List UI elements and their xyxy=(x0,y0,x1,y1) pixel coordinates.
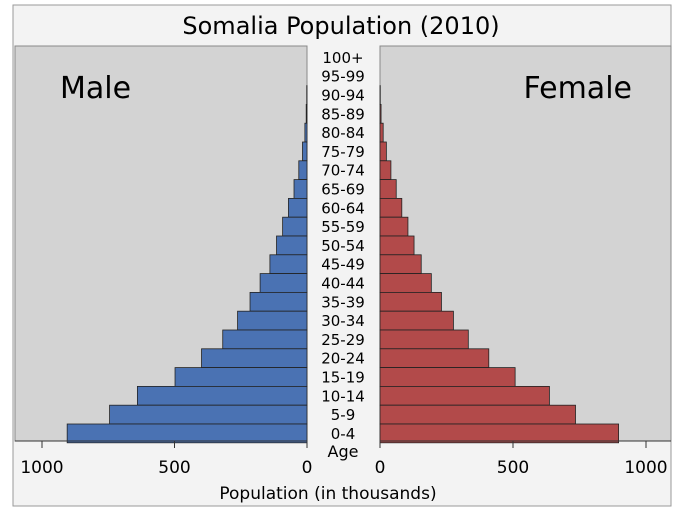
female-bar xyxy=(379,122,384,143)
female-bar xyxy=(379,310,454,331)
male-bar xyxy=(237,310,308,331)
female-bar xyxy=(379,404,576,425)
age-group-label: 50-54 xyxy=(321,237,365,255)
age-group-label: 75-79 xyxy=(321,143,365,161)
male-bar xyxy=(259,273,308,293)
female-bar xyxy=(379,141,387,162)
male-bar xyxy=(302,141,308,162)
age-group-label: 45-49 xyxy=(321,256,365,274)
female-bar xyxy=(379,254,422,275)
female-label: Female xyxy=(524,71,632,106)
age-group-label: 20-24 xyxy=(321,350,365,368)
female-bar xyxy=(379,348,490,368)
male-bar xyxy=(269,254,308,275)
male-bar xyxy=(109,404,308,425)
x-tick-label: 0 xyxy=(302,458,313,478)
age-labels: 100+95-9990-9485-8980-8475-7970-7465-696… xyxy=(321,49,365,443)
age-axis-label: Age xyxy=(328,442,359,461)
age-group-label: 30-34 xyxy=(321,312,365,330)
female-bar xyxy=(379,423,620,444)
female-bar xyxy=(379,104,382,124)
age-group-label: 55-59 xyxy=(321,218,365,236)
age-group-label: 95-99 xyxy=(321,68,365,86)
age-group-label: 100+ xyxy=(322,49,363,67)
female-bars xyxy=(379,85,620,444)
male-bar xyxy=(282,216,308,237)
chart-title: Somalia Population (2010) xyxy=(182,12,499,40)
x-ticks: 1000 500 0 0 500 1000 xyxy=(20,441,668,478)
female-bar xyxy=(379,235,415,256)
male-label: Male xyxy=(60,71,131,106)
female-bar xyxy=(379,216,409,237)
age-group-label: 40-44 xyxy=(321,275,365,293)
female-bar xyxy=(379,367,516,387)
age-group-label: 5-9 xyxy=(331,406,356,424)
male-bar xyxy=(276,235,308,256)
female-bar xyxy=(379,273,432,293)
male-bar xyxy=(304,122,308,143)
female-bar xyxy=(379,179,397,199)
age-group-label: 10-14 xyxy=(321,387,365,405)
age-group-label: 80-84 xyxy=(321,124,365,142)
age-group-label: 60-64 xyxy=(321,199,365,217)
male-bars xyxy=(66,85,308,444)
x-tick-label: 500 xyxy=(158,458,190,478)
male-bar xyxy=(293,179,308,199)
male-bar xyxy=(136,385,308,406)
female-bar xyxy=(379,197,403,218)
age-group-label: 70-74 xyxy=(321,162,365,180)
male-bar xyxy=(305,104,308,124)
male-bar xyxy=(222,329,308,350)
age-group-label: 90-94 xyxy=(321,87,365,105)
age-group-label: 25-29 xyxy=(321,331,365,349)
female-bar xyxy=(379,329,469,350)
male-bar xyxy=(288,197,308,218)
male-bar xyxy=(66,423,308,444)
male-bar xyxy=(298,160,308,181)
age-group-label: 35-39 xyxy=(321,293,365,311)
x-tick-label: 1000 xyxy=(20,458,63,478)
age-group-label: 65-69 xyxy=(321,181,365,199)
female-bar xyxy=(379,385,550,406)
x-tick-label: 1000 xyxy=(624,458,667,478)
age-group-label: 0-4 xyxy=(331,425,356,443)
female-bar xyxy=(379,291,442,312)
male-bar xyxy=(249,291,308,312)
male-bar xyxy=(201,348,308,368)
x-axis-label: Population (in thousands) xyxy=(219,484,436,504)
male-bar xyxy=(174,367,308,387)
female-bar xyxy=(379,160,392,181)
age-group-label: 15-19 xyxy=(321,369,365,387)
x-tick-label: 0 xyxy=(375,458,386,478)
age-group-label: 85-89 xyxy=(321,105,365,123)
x-tick-label: 500 xyxy=(497,458,529,478)
